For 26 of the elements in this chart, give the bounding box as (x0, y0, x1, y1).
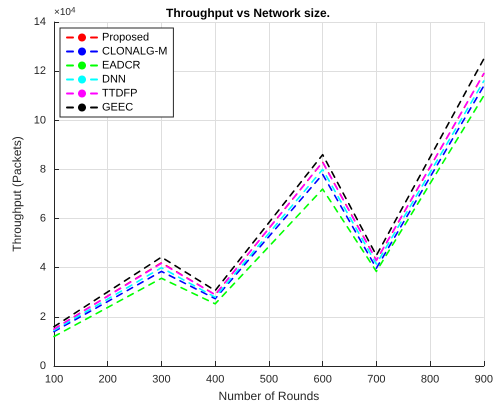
legend-label: DNN (102, 74, 126, 86)
x-tick-label: 100 (44, 374, 64, 386)
x-tick-label: 900 (474, 374, 494, 386)
x-tick-label: 400 (206, 374, 224, 386)
y-tick-label: 6 (40, 212, 46, 225)
legend-label: GEEC (102, 102, 134, 114)
y-axis-title: Throughput (Packets) (10, 136, 24, 252)
y-tick-label: 14 (34, 16, 46, 28)
x-tick-label: 300 (152, 374, 171, 386)
y-tick-label: 10 (34, 114, 46, 126)
x-tick-label: 500 (260, 374, 278, 386)
legend-label: Proposed (102, 32, 150, 44)
x-tick-label: 200 (98, 374, 117, 386)
x-tick-label: 800 (420, 374, 440, 386)
y-tick-label: 12 (34, 65, 46, 78)
legend-label: TTDFP (102, 88, 138, 100)
y-tick-label: 2 (40, 310, 46, 323)
chart-title: Throughput vs Network size. (166, 6, 330, 20)
x-axis-title: Number of Rounds (218, 388, 320, 403)
y-tick-label: 0 (40, 360, 46, 372)
y-tick-label: 8 (40, 163, 46, 176)
x-tick-label: 600 (313, 374, 332, 386)
legend-label: CLONALG-M (102, 46, 168, 58)
x-tick-label: 700 (367, 374, 386, 386)
legend-label: EADCR (102, 60, 141, 72)
y-tick-label: 4 (40, 262, 46, 274)
